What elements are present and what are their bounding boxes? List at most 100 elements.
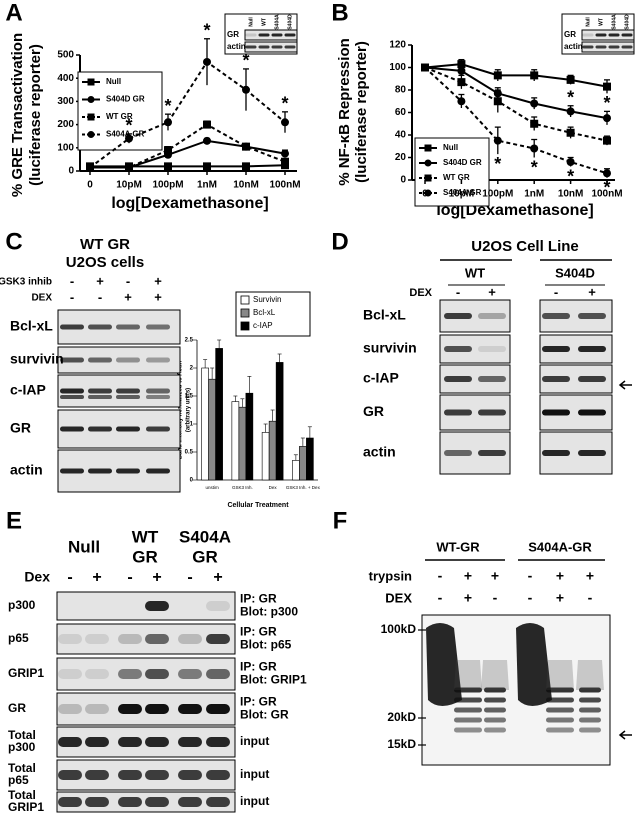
- band: [88, 395, 112, 399]
- legend-label: Null: [106, 77, 121, 86]
- band: [58, 737, 82, 747]
- band: [85, 770, 109, 780]
- row-note: Blot: p300: [240, 605, 298, 619]
- smear: [546, 660, 574, 690]
- row-note: Blot: GRIP1: [240, 673, 307, 687]
- panel-letter: C: [5, 228, 22, 255]
- panel-letter: F: [333, 507, 348, 534]
- y-axis-title: % GRE Transactivation: [9, 33, 26, 197]
- band: [60, 426, 84, 432]
- band: [58, 634, 82, 644]
- row-label: Bcl-xL: [10, 318, 53, 334]
- blot: [244, 41, 298, 53]
- band: [608, 33, 620, 37]
- marker: [457, 66, 466, 75]
- marker: [566, 128, 575, 137]
- band: [60, 468, 84, 474]
- significance-mark: *: [531, 157, 538, 177]
- x-tick-label: unstim: [205, 485, 219, 490]
- row-label: Total: [8, 728, 36, 742]
- y-tick-label: 20: [395, 152, 407, 163]
- treatment-sign: +: [464, 590, 472, 606]
- row-label: GR: [227, 30, 239, 39]
- band: [60, 324, 84, 330]
- band: [178, 770, 202, 780]
- treatment-sign: -: [438, 590, 443, 606]
- row-label: GR: [10, 420, 31, 436]
- marker: [203, 57, 211, 66]
- band: [206, 797, 230, 807]
- band: [60, 395, 84, 399]
- band: [454, 717, 482, 723]
- y-tick-label: 200: [57, 119, 74, 130]
- marker: [603, 82, 611, 91]
- treatment-sign: +: [488, 284, 496, 299]
- band: [58, 797, 82, 807]
- group-label: WT: [465, 265, 485, 280]
- series-line: [90, 164, 286, 168]
- band: [60, 388, 84, 394]
- smear: [481, 660, 509, 690]
- band: [58, 770, 82, 780]
- significance-mark: *: [603, 93, 610, 113]
- legend-swatch: [240, 308, 250, 318]
- row-note: IP: GR: [240, 660, 277, 674]
- treatment-sign: +: [124, 289, 132, 304]
- legend-label: Bcl-xL: [253, 308, 276, 317]
- marker: [566, 158, 575, 166]
- marker: [457, 60, 466, 69]
- band: [206, 634, 230, 644]
- row-label: actin: [227, 42, 246, 51]
- x-tick-label: GSK3 Inh. + Dex: [286, 485, 321, 490]
- treatment-sign: -: [493, 590, 498, 606]
- x-tick-label: 10nM: [558, 189, 584, 200]
- row-label: actin: [564, 42, 583, 51]
- x-tick-label: 10pM: [116, 180, 142, 191]
- treatment-sign: +: [96, 273, 104, 288]
- marker: [86, 163, 94, 172]
- group-label: Null: [68, 537, 100, 556]
- band: [206, 737, 230, 747]
- band: [579, 697, 601, 703]
- band: [444, 376, 472, 382]
- band: [579, 687, 601, 693]
- row-label: actin: [10, 462, 43, 478]
- treatment-label: Dex: [24, 569, 50, 585]
- band: [85, 669, 109, 679]
- band: [85, 704, 109, 714]
- row-label: c-IAP: [363, 370, 399, 386]
- bar: [275, 362, 284, 481]
- row-label: c-IAP: [10, 382, 46, 398]
- row-label: Bcl-xL: [363, 307, 406, 323]
- band: [258, 33, 270, 37]
- bar: [306, 437, 314, 481]
- x-tick-label: 100nM: [591, 189, 622, 200]
- marker: [281, 157, 289, 166]
- legend-label: WT GR: [106, 112, 133, 121]
- marker: [242, 162, 250, 171]
- band: [88, 357, 112, 363]
- bar: [208, 378, 216, 481]
- panel-title: U2OS cells: [66, 254, 144, 271]
- group-label: S404A-GR: [528, 539, 592, 554]
- significance-mark: *: [567, 88, 574, 108]
- marker: [203, 120, 211, 129]
- row-note: Blot: GR: [240, 708, 289, 722]
- y-tick-label: 120: [389, 40, 406, 51]
- band: [118, 669, 142, 679]
- y-tick-label: 1.5: [185, 394, 194, 400]
- y-tick-label: 0: [400, 175, 406, 186]
- lane-label: Null: [248, 17, 254, 27]
- row-note: input: [240, 794, 269, 808]
- row-label: GRIP1: [8, 666, 44, 680]
- treatment-sign: -: [126, 273, 130, 288]
- band: [284, 33, 296, 37]
- x-tick-label: 10nM: [233, 180, 259, 191]
- marker: [566, 75, 575, 84]
- band: [116, 395, 140, 399]
- treatment-sign: +: [491, 568, 499, 584]
- band: [542, 409, 570, 416]
- band: [60, 357, 84, 363]
- treatment-sign: +: [152, 569, 161, 586]
- band: [578, 313, 606, 319]
